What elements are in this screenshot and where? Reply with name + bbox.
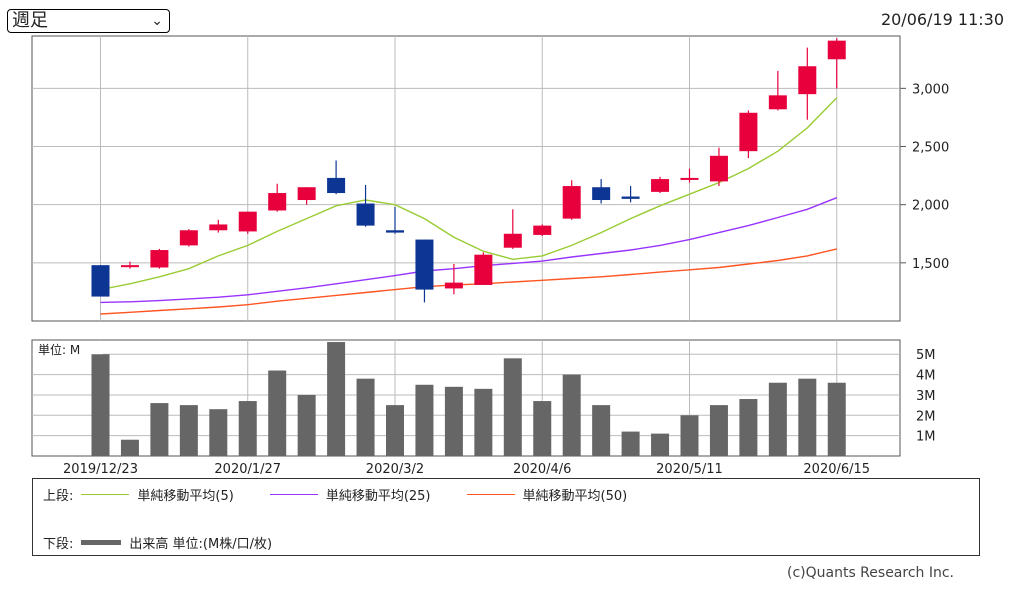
volume-bar [238, 401, 257, 456]
x-tick-label: 2020/3/2 [366, 462, 424, 477]
ma5-line [100, 97, 838, 291]
timestamp: 20/06/19 11:30 [880, 10, 1004, 29]
candle-body [709, 155, 728, 182]
candle-body [651, 179, 670, 192]
volume-bar [503, 358, 522, 456]
volume-tick-label: 2M [916, 409, 936, 424]
x-tick-label: 2020/6/15 [803, 462, 870, 477]
legend-ma50-label: 単純移動平均(50) [522, 489, 628, 504]
volume-unit-bg [33, 341, 103, 358]
price-panel [31, 35, 901, 322]
candle-body [356, 203, 375, 226]
volume-bar [474, 388, 493, 456]
volume-bar [415, 384, 434, 456]
period-select-value: 週足 [12, 10, 48, 31]
candle-body [386, 230, 404, 233]
candle-body [179, 230, 198, 246]
volume-bar [651, 433, 670, 456]
x-tick-label: 2019/12/23 [63, 462, 138, 477]
volume-bar [209, 409, 228, 456]
legend-volume: 出来高 単位:(M株/口/枚) [73, 533, 272, 552]
candle-body [562, 186, 581, 219]
candle-body [238, 211, 257, 232]
price-tick-label: 3,000 [912, 82, 949, 97]
ma25-line [100, 197, 838, 304]
volume-bar [179, 405, 198, 456]
legend-ma25-label: 単純移動平均(25) [325, 489, 431, 504]
volume-bar [709, 405, 728, 456]
candle-body [120, 265, 139, 268]
candle-body [150, 250, 169, 268]
volume-bar [739, 399, 758, 456]
x-tick-label: 2020/4/6 [513, 462, 571, 477]
volume-swatch [81, 540, 122, 545]
volume-tick-label: 1M [916, 430, 936, 445]
legend-upper-row: 上段: 単純移動平均(5) 単純移動平均(25) 単純移動平均(50) [43, 485, 655, 504]
chevron-down-icon: ⌄ [151, 13, 163, 29]
candle-body [415, 239, 434, 290]
candle-body [444, 282, 463, 289]
volume-bar [297, 394, 316, 456]
candle-body [503, 233, 522, 248]
candle-body [798, 66, 817, 95]
volume-bar [827, 382, 846, 456]
volume-bar [268, 370, 287, 456]
price-tick-label: 2,500 [912, 141, 949, 156]
volume-bar [592, 405, 611, 456]
legend-lower-row: 下段: 出来高 単位:(M株/口/枚) [43, 533, 300, 552]
candle-body [297, 187, 316, 201]
x-tick-label: 2020/1/27 [214, 462, 281, 477]
volume-tick-label: 5M [916, 348, 936, 363]
volume-bar [356, 378, 375, 456]
ma50-line [100, 248, 837, 315]
legend: 上段: 単純移動平均(5) 単純移動平均(25) 単純移動平均(50) 下段: … [32, 478, 980, 556]
candle-body [474, 254, 493, 285]
legend-ma50: 単純移動平均(50) [459, 485, 628, 504]
legend-upper-label: 上段: [43, 489, 74, 504]
volume-bar [798, 378, 817, 456]
volume-bar [533, 401, 552, 456]
candle-body [621, 196, 640, 199]
volume-bar [562, 374, 581, 456]
x-tick-label: 2020/5/11 [656, 462, 723, 477]
candle-body [680, 177, 699, 180]
legend-volume-label: 出来高 単位:(M株/口/枚) [129, 537, 273, 552]
stock-chart: 1,500 2,000 2,500 3,000 1M 2M 3M 4M 5M 2019/12/23… [31, 35, 949, 477]
candle-body [268, 193, 287, 211]
volume-unit-label: 単位: M [38, 342, 80, 357]
price-tick-label: 1,500 [912, 257, 949, 272]
candle-body [533, 225, 552, 235]
ma25-swatch [269, 494, 318, 495]
volume-bar [327, 342, 346, 456]
candle-body [327, 177, 346, 194]
volume-bar [768, 382, 787, 456]
legend-ma5-label: 単純移動平均(5) [137, 489, 234, 504]
price-tick-label: 2,000 [912, 199, 949, 214]
volume-bar [91, 354, 110, 456]
legend-ma25: 単純移動平均(25) [262, 485, 431, 504]
candle-body [592, 187, 611, 201]
volume-bar [444, 386, 463, 456]
volume-bar [621, 431, 640, 456]
volume-bar [386, 405, 404, 456]
candle-body [91, 265, 110, 297]
legend-lower-label: 下段: [43, 537, 74, 552]
candle-body [739, 112, 758, 152]
volume-bar [680, 415, 699, 456]
candle-body [827, 40, 846, 60]
candle-body [768, 95, 787, 110]
volume-bar [120, 439, 139, 456]
volume-bar [150, 403, 169, 456]
ma5-swatch [81, 494, 130, 495]
volume-tick-label: 4M [916, 369, 936, 384]
candle-body [209, 224, 228, 231]
legend-ma5: 単純移動平均(5) [73, 485, 234, 504]
ma50-swatch [466, 494, 515, 495]
volume-tick-label: 3M [916, 389, 936, 404]
copyright: (c)Quants Research Inc. [786, 565, 954, 581]
period-select[interactable]: 週足 ⌄ [7, 9, 170, 33]
